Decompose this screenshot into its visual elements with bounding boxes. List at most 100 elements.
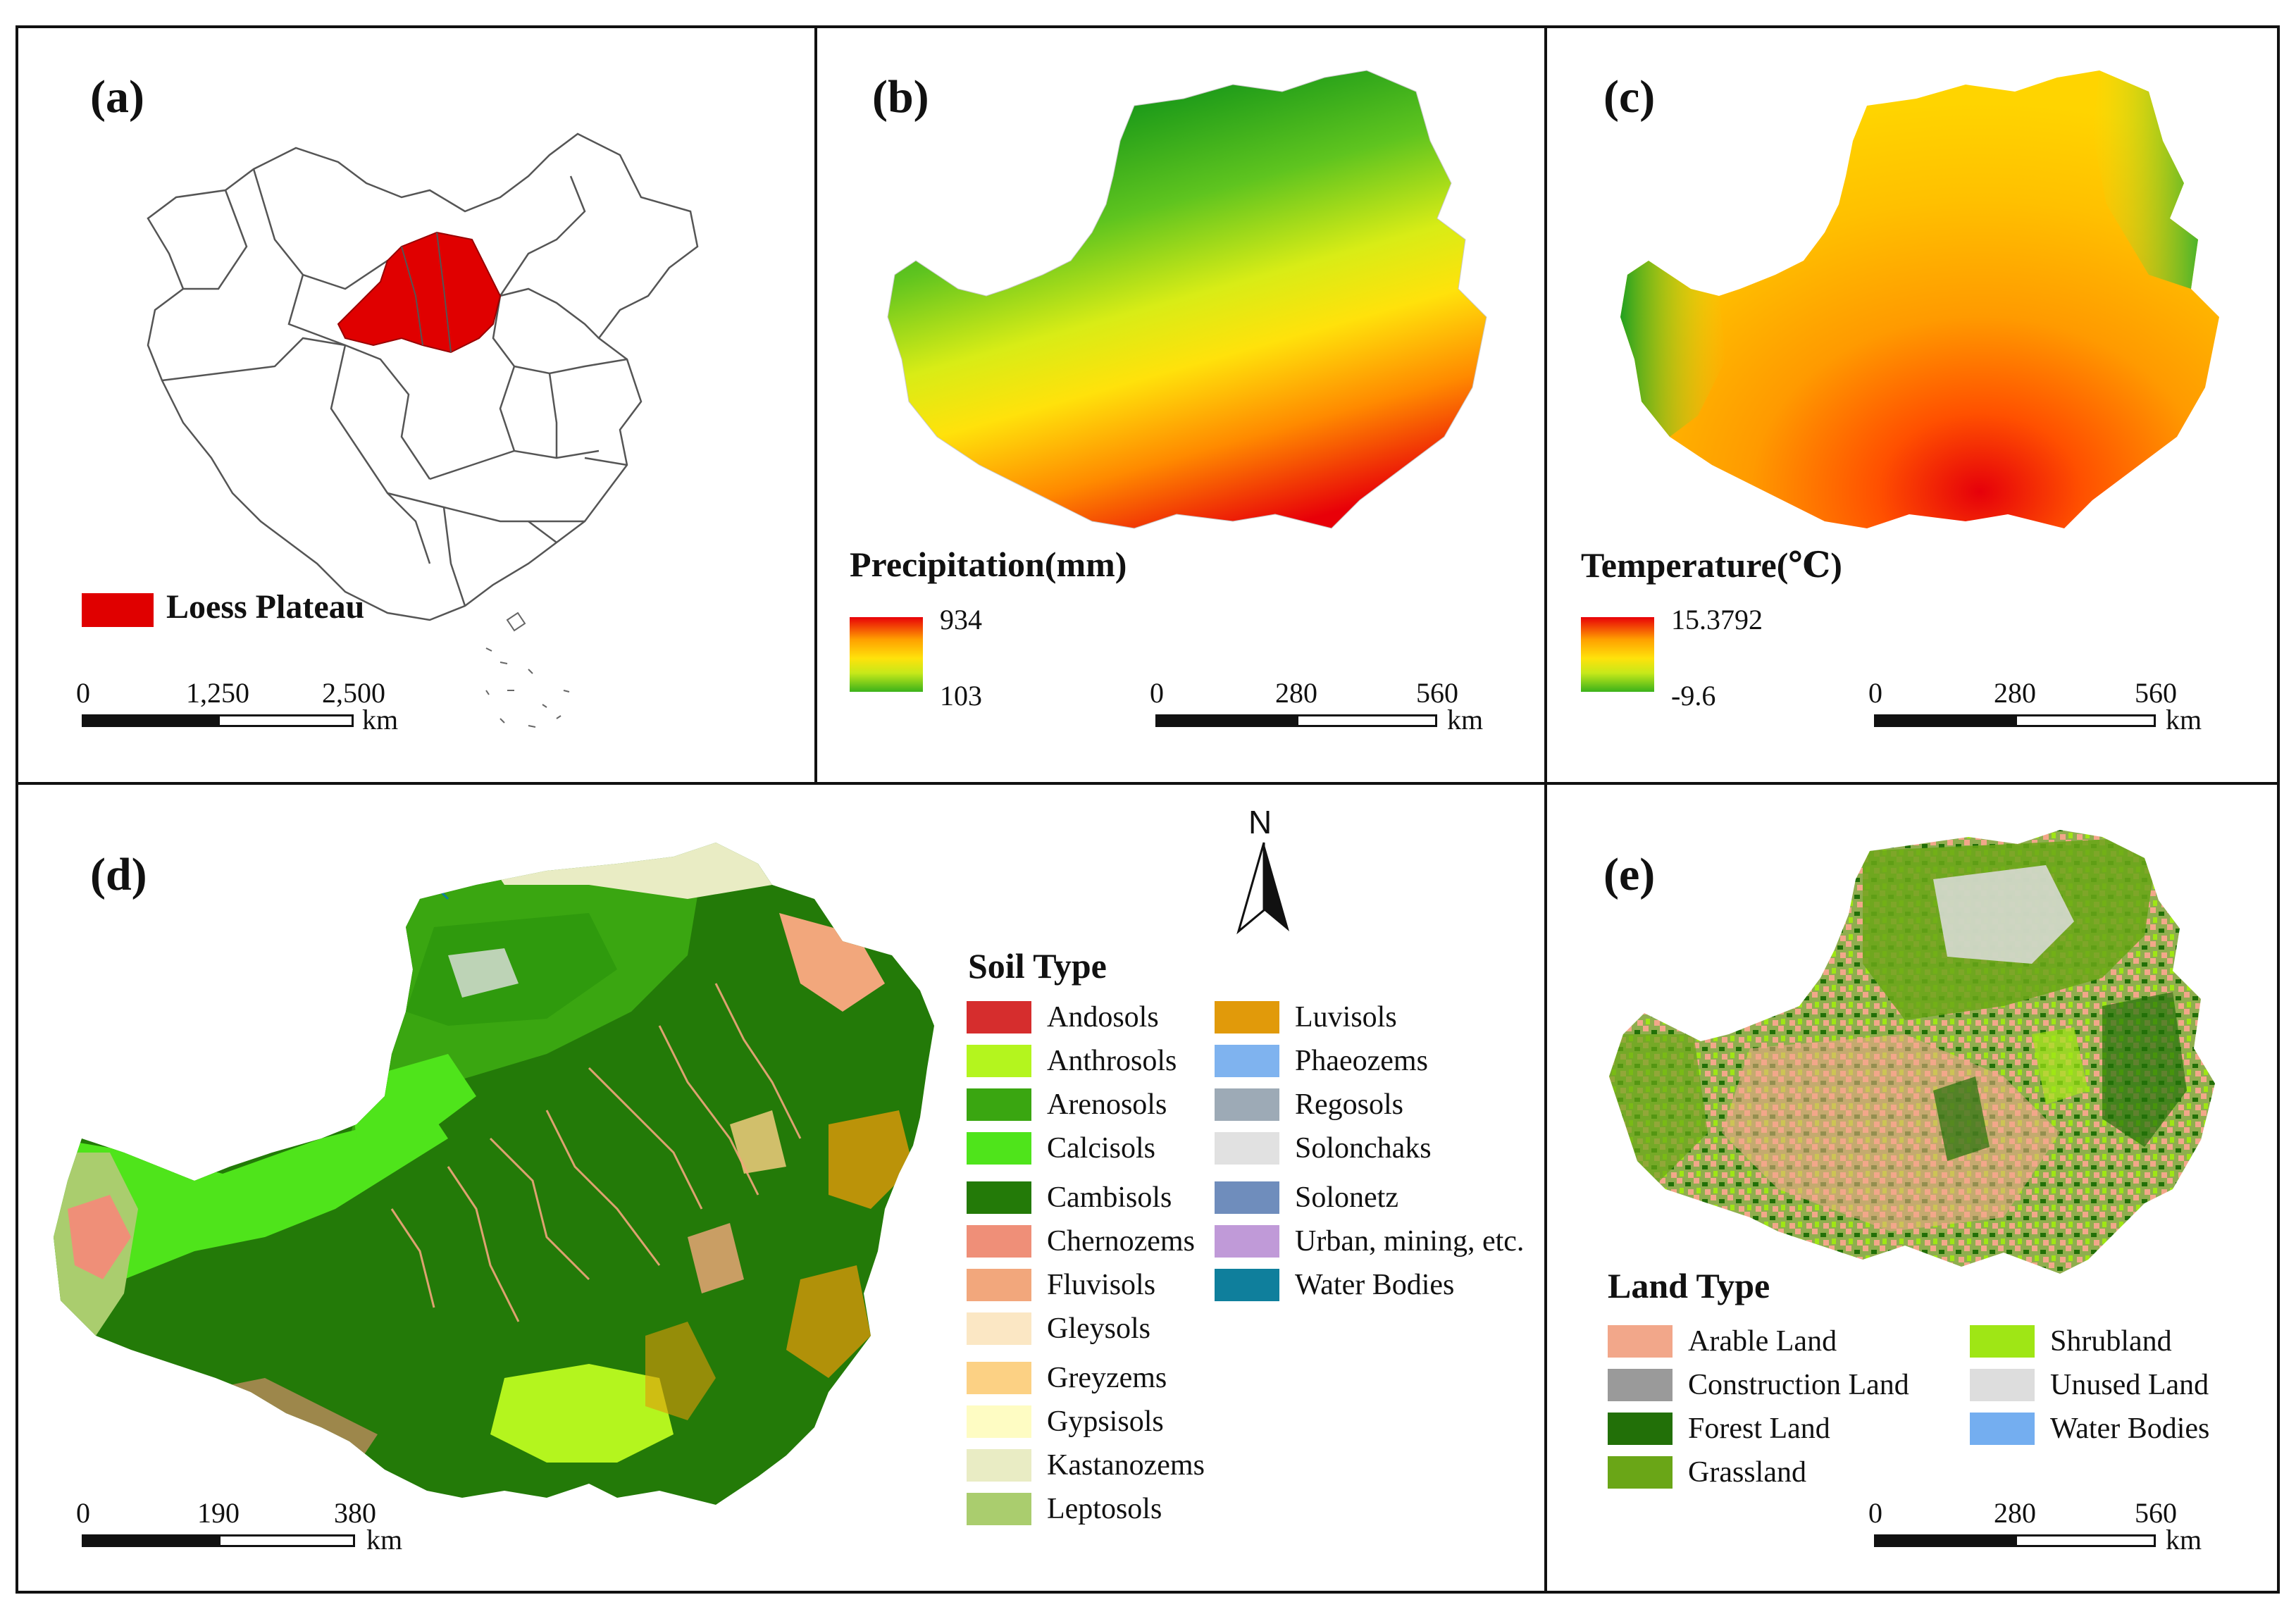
e-legend-label: Water Bodies <box>2050 1413 2210 1445</box>
d-legend-swatch <box>967 1269 1031 1301</box>
loess-plateau-swatch <box>82 593 154 627</box>
d-legend-swatch <box>1215 1181 1279 1214</box>
e-legend-label: Forest Land <box>1688 1413 1830 1445</box>
e-legend-item: Water Bodies <box>1970 1412 2209 1446</box>
north-label: N <box>1248 804 1272 840</box>
e-legend-swatch <box>1608 1325 1673 1358</box>
scale-d-tick-2: 380 <box>334 1497 376 1529</box>
temperature-color-ramp <box>1581 617 1654 692</box>
d-legend-label: Chernozems <box>1047 1225 1195 1258</box>
scale-b-tick-1: 280 <box>1275 677 1317 709</box>
d-legend-label: Luvisols <box>1295 1001 1397 1033</box>
d-legend-swatch <box>967 1312 1031 1345</box>
d-legend-item: Luvisols <box>1215 1000 1397 1034</box>
d-legend-label: Gleysols <box>1047 1312 1150 1345</box>
scale-c-unit: km <box>2166 704 2202 735</box>
scale-d-unit: km <box>366 1524 403 1556</box>
scale-a-unit: km <box>362 704 399 735</box>
panel-e-label: (e) <box>1603 849 1656 900</box>
d-legend-item: Chernozems <box>967 1224 1195 1258</box>
e-legend-label: Construction Land <box>1688 1369 1909 1401</box>
d-legend-label: Andosols <box>1047 1001 1159 1033</box>
d-legend-label: Arenosols <box>1047 1088 1167 1121</box>
d-legend-item: Greyzems <box>967 1361 1167 1395</box>
precipitation-min: 103 <box>940 680 982 712</box>
e-legend-item: Unused Land <box>1970 1368 2209 1402</box>
precipitation-map <box>887 70 1487 529</box>
d-legend-label: Calcisols <box>1047 1132 1155 1165</box>
d-legend-label: Urban, mining, etc. <box>1295 1225 1525 1258</box>
scale-e-tick-0: 0 <box>1868 1497 1882 1529</box>
d-legend-label: Solonchaks <box>1295 1132 1432 1165</box>
d-legend-swatch <box>967 1088 1031 1121</box>
scale-a-tick-1: 1,250 <box>186 677 249 709</box>
d-legend-swatch <box>1215 1225 1279 1258</box>
e-legend-swatch <box>1970 1413 2035 1445</box>
d-legend-item: Gleysols <box>967 1312 1150 1346</box>
scale-b-tick-0: 0 <box>1150 677 1164 709</box>
panel-d-label: (d) <box>90 849 147 900</box>
e-legend-label: Shrubland <box>2050 1325 2172 1358</box>
d-legend-label: Solonetz <box>1295 1181 1398 1214</box>
temperature-title: Temperature(℃) <box>1581 545 1842 585</box>
d-legend-label: Leptosols <box>1047 1493 1162 1525</box>
d-legend-label: Anthrosols <box>1047 1045 1177 1077</box>
d-legend-swatch <box>967 1001 1031 1033</box>
d-legend-swatch <box>967 1493 1031 1525</box>
panel-a-label: (a) <box>90 71 144 123</box>
d-legend-label: Phaeozems <box>1295 1045 1428 1077</box>
e-legend-label: Grassland <box>1688 1456 1806 1489</box>
land-type-title: Land Type <box>1608 1266 1770 1305</box>
d-legend-swatch <box>1215 1001 1279 1033</box>
e-legend-swatch <box>1608 1413 1673 1445</box>
d-legend-swatch <box>967 1132 1031 1165</box>
d-legend-swatch <box>967 1045 1031 1077</box>
land-type-map <box>1609 830 2215 1274</box>
d-legend-swatch <box>967 1449 1031 1482</box>
scale-c-tick-0: 0 <box>1868 677 1882 709</box>
precipitation-max: 934 <box>940 604 982 635</box>
e-legend-label: Unused Land <box>2050 1369 2209 1401</box>
soil-type-map <box>54 843 934 1505</box>
d-legend-label: Cambisols <box>1047 1181 1172 1214</box>
e-legend-item: Construction Land <box>1608 1368 1909 1402</box>
d-legend-label: Regosols <box>1295 1088 1404 1121</box>
e-legend-item: Shrubland <box>1970 1324 2172 1358</box>
d-legend-item: Anthrosols <box>967 1044 1177 1078</box>
temperature-max: 15.3792 <box>1671 604 1763 635</box>
d-legend-swatch <box>967 1181 1031 1214</box>
d-legend-swatch <box>967 1362 1031 1394</box>
north-arrow-icon <box>1236 842 1289 935</box>
scale-e-tick-1: 280 <box>1994 1497 2036 1529</box>
temperature-map <box>1620 70 2219 528</box>
d-legend-item: Regosols <box>1215 1088 1403 1122</box>
d-legend-label: Kastanozems <box>1047 1449 1205 1482</box>
d-legend-item: Water Bodies <box>1215 1268 1454 1302</box>
scale-e-unit: km <box>2166 1524 2202 1556</box>
panel-a <box>15 25 817 785</box>
panel-b-label: (b) <box>872 71 929 123</box>
precipitation-color-ramp <box>850 617 923 692</box>
e-legend-swatch <box>1970 1325 2035 1358</box>
d-legend-item: Arenosols <box>967 1088 1167 1122</box>
d-legend-item: Fluvisols <box>967 1268 1155 1302</box>
d-legend-item: Solonchaks <box>1215 1131 1432 1165</box>
d-legend-label: Fluvisols <box>1047 1269 1156 1301</box>
d-legend-swatch <box>967 1225 1031 1258</box>
scale-b-tick-2: 560 <box>1416 677 1458 709</box>
d-legend-item: Andosols <box>967 1000 1159 1034</box>
d-legend-item: Leptosols <box>967 1492 1162 1526</box>
d-legend-item: Cambisols <box>967 1181 1172 1215</box>
d-legend-item: Calcisols <box>967 1131 1155 1165</box>
e-legend-item: Forest Land <box>1608 1412 1830 1446</box>
scale-a-tick-2: 2,500 <box>322 677 385 709</box>
d-legend-item: Phaeozems <box>1215 1044 1428 1078</box>
e-legend-swatch <box>1970 1369 2035 1401</box>
d-legend-swatch <box>1215 1088 1279 1121</box>
scale-d-tick-0: 0 <box>76 1497 90 1529</box>
d-legend-item: Solonetz <box>1215 1181 1398 1215</box>
scale-c-tick-1: 280 <box>1994 677 2036 709</box>
d-legend-swatch <box>967 1405 1031 1438</box>
scale-e-tick-2: 560 <box>2135 1497 2177 1529</box>
d-legend-swatch <box>1215 1132 1279 1165</box>
